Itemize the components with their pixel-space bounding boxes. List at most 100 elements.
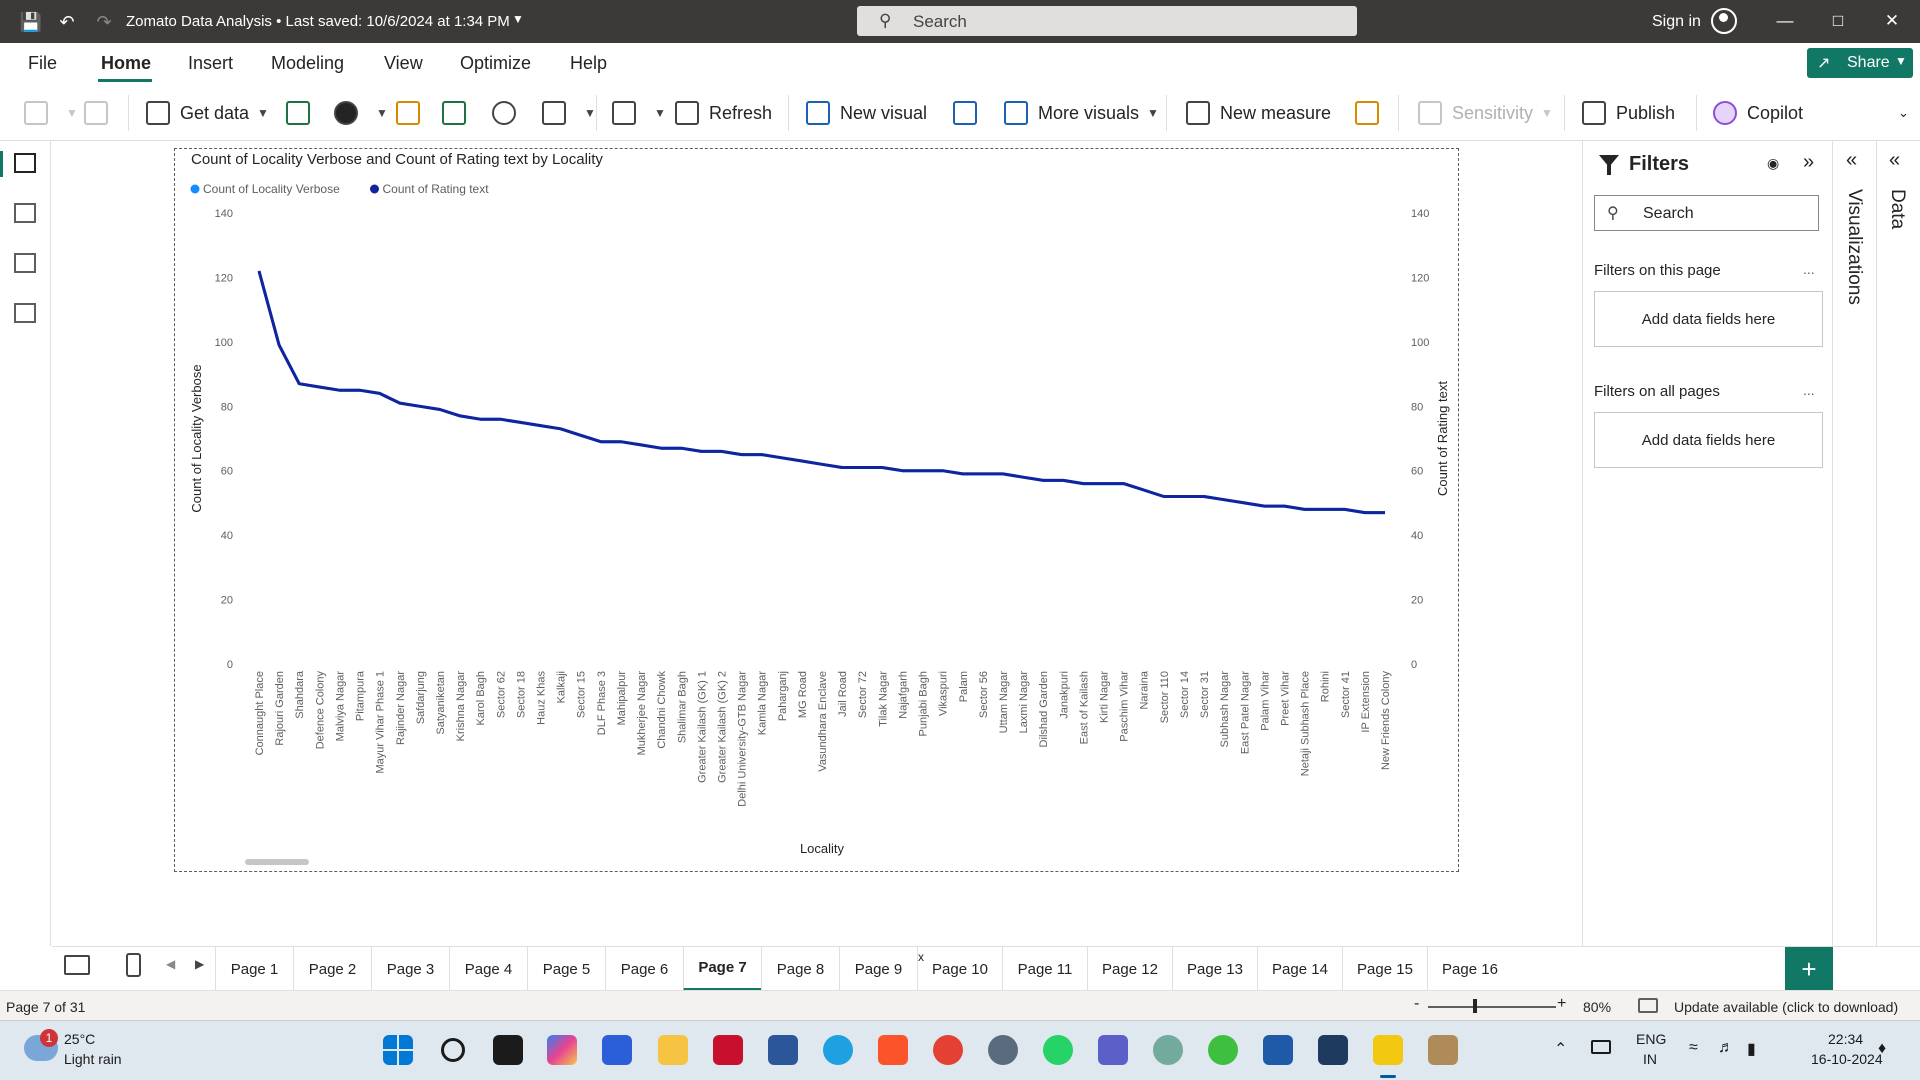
zoom-slider[interactable] [1428, 1006, 1556, 1008]
chart-scrollbar[interactable] [245, 859, 309, 865]
clock-date[interactable]: 16-10-2024 [1811, 1051, 1883, 1067]
page-tab[interactable]: Page 3 [371, 947, 449, 991]
visualizations-pane[interactable]: « Visualizations [1834, 141, 1877, 946]
undo-icon[interactable]: ↶ [59, 11, 75, 32]
filter-search-input[interactable]: ⚲ Search [1594, 195, 1819, 231]
zoom-out-button[interactable]: - [1414, 995, 1420, 1012]
update-available-link[interactable]: Update available (click to download) [1674, 999, 1899, 1015]
page-tab[interactable]: Page 15 [1342, 947, 1427, 991]
page-tab[interactable]: Page 9 [839, 947, 917, 991]
recent-sources-button[interactable]: ▼ [542, 98, 596, 128]
page-tab[interactable]: Page 1 [215, 947, 293, 991]
desktop-layout-icon[interactable] [64, 955, 90, 975]
battery-icon[interactable]: ▮ [1747, 1041, 1756, 1058]
power-bi-icon[interactable] [1373, 1035, 1403, 1065]
fit-to-page-icon[interactable] [1638, 998, 1658, 1013]
page-tab[interactable]: Page 8 [761, 947, 839, 991]
tab-modeling[interactable]: Modeling [271, 53, 345, 73]
tab-file[interactable]: File [28, 53, 58, 73]
avatar-icon[interactable] [1711, 8, 1737, 34]
language-indicator[interactable]: ENG [1636, 1031, 1667, 1047]
settings-icon[interactable] [988, 1035, 1018, 1065]
start-icon[interactable] [383, 1035, 413, 1065]
minimize-icon[interactable]: — [1776, 11, 1794, 30]
tab-home[interactable]: Home [101, 53, 152, 73]
format-painter-button[interactable] [84, 98, 118, 128]
weather-temperature[interactable]: 25°C [64, 1031, 96, 1047]
mcafee-icon[interactable] [713, 1035, 743, 1065]
teams-icon[interactable] [1098, 1035, 1128, 1065]
previous-page-icon[interactable]: ◀ [166, 957, 176, 971]
edge-icon[interactable] [823, 1035, 853, 1065]
eye-icon[interactable]: ◉ [1767, 155, 1780, 171]
page-filter-drop-zone[interactable]: Add data fields here [1594, 291, 1823, 347]
page-tab[interactable]: Page 13 [1172, 947, 1257, 991]
copilot-app-icon[interactable] [547, 1035, 577, 1065]
more-options-icon[interactable]: ... [1803, 382, 1815, 398]
page-tab[interactable]: Page 16 [1427, 947, 1512, 991]
add-page-button[interactable]: + [1785, 947, 1833, 991]
tab-view[interactable]: View [384, 53, 423, 73]
terminal-icon[interactable] [1318, 1035, 1348, 1065]
sign-in-link[interactable]: Sign in [1652, 13, 1701, 30]
page-tab[interactable]: Page 10 [917, 947, 1002, 991]
notepad-icon[interactable] [1263, 1035, 1293, 1065]
keyboard-icon[interactable] [1591, 1040, 1611, 1054]
title-search-box[interactable]: ⚲ Search [857, 6, 1357, 36]
collapse-ribbon-icon[interactable]: ⌄ [1898, 105, 1909, 120]
sensitivity-button[interactable]: Sensitivity ▼ [1418, 98, 1553, 128]
search-icon[interactable] [441, 1038, 465, 1062]
close-icon[interactable]: ✕ [1884, 11, 1900, 30]
volume-icon[interactable]: ♬ [1718, 1039, 1734, 1056]
whatsapp-icon[interactable] [1043, 1035, 1073, 1065]
word-icon[interactable] [768, 1035, 798, 1065]
notifications-icon[interactable]: ♦ [1878, 1040, 1887, 1057]
quick-measure-button[interactable] [1355, 98, 1389, 128]
more-visuals-button[interactable]: More visuals ▼ [1004, 98, 1159, 128]
region-indicator[interactable]: IN [1643, 1051, 1657, 1067]
tab-insert[interactable]: Insert [188, 53, 234, 73]
chevron-right-icon[interactable]: » [1803, 151, 1815, 173]
file-explorer-icon[interactable] [658, 1035, 688, 1065]
page-tab[interactable]: Page 14 [1257, 947, 1342, 991]
report-view-icon[interactable] [14, 153, 36, 173]
chevron-left-icon[interactable]: « [1889, 149, 1901, 171]
tab-help[interactable]: Help [570, 53, 608, 73]
line-chart-visual[interactable]: Count of Locality Verbose and Count of R… [174, 148, 1459, 872]
chrome-icon[interactable] [933, 1035, 963, 1065]
get-data-button[interactable]: Get data ▼ [146, 98, 269, 128]
paste-button[interactable]: ▼ [24, 98, 78, 128]
new-visual-button[interactable]: New visual [806, 98, 927, 128]
data-pane[interactable]: « Data [1877, 141, 1920, 946]
enter-data-button[interactable] [442, 98, 476, 128]
all-pages-filter-drop-zone[interactable]: Add data fields here [1594, 412, 1823, 468]
page-tab[interactable]: Page 4 [449, 947, 527, 991]
brave-icon[interactable] [878, 1035, 908, 1065]
publish-button[interactable]: Publish [1582, 98, 1675, 128]
onelake-button[interactable]: ▼ [334, 98, 388, 128]
excel-workbook-button[interactable] [286, 98, 320, 128]
refresh-button[interactable]: Refresh [675, 98, 772, 128]
share-button[interactable]: ↗ Share ▼ [1807, 48, 1913, 78]
page-tab[interactable]: Page 6 [605, 947, 683, 991]
more-options-icon[interactable]: ... [1803, 261, 1815, 277]
task-view-icon[interactable] [493, 1035, 523, 1065]
page-tab[interactable]: Page 12 [1087, 947, 1172, 991]
new-measure-button[interactable]: New measure [1186, 98, 1331, 128]
tab-optimize[interactable]: Optimize [460, 53, 532, 73]
document-title[interactable]: Zomato Data Analysis • Last saved: 10/6/… [126, 13, 510, 30]
sql-server-button[interactable] [396, 98, 430, 128]
microsoft-store-icon[interactable] [602, 1035, 632, 1065]
app-icon[interactable] [1428, 1035, 1458, 1065]
table-view-icon[interactable] [14, 203, 36, 223]
maximize-icon[interactable]: □ [1832, 11, 1844, 30]
wifi-icon[interactable]: ≈ [1689, 1039, 1698, 1056]
dataverse-button[interactable] [492, 98, 526, 128]
model-view-icon[interactable] [14, 253, 36, 273]
page-tab[interactable]: Page 11 [1002, 947, 1087, 991]
zoom-slider-thumb[interactable] [1473, 999, 1477, 1013]
mobile-layout-icon[interactable] [126, 953, 141, 977]
redo-icon[interactable]: ↷ [96, 11, 112, 32]
chevron-down-icon[interactable]: ▼ [512, 12, 524, 26]
zoom-in-button[interactable]: + [1557, 995, 1567, 1012]
